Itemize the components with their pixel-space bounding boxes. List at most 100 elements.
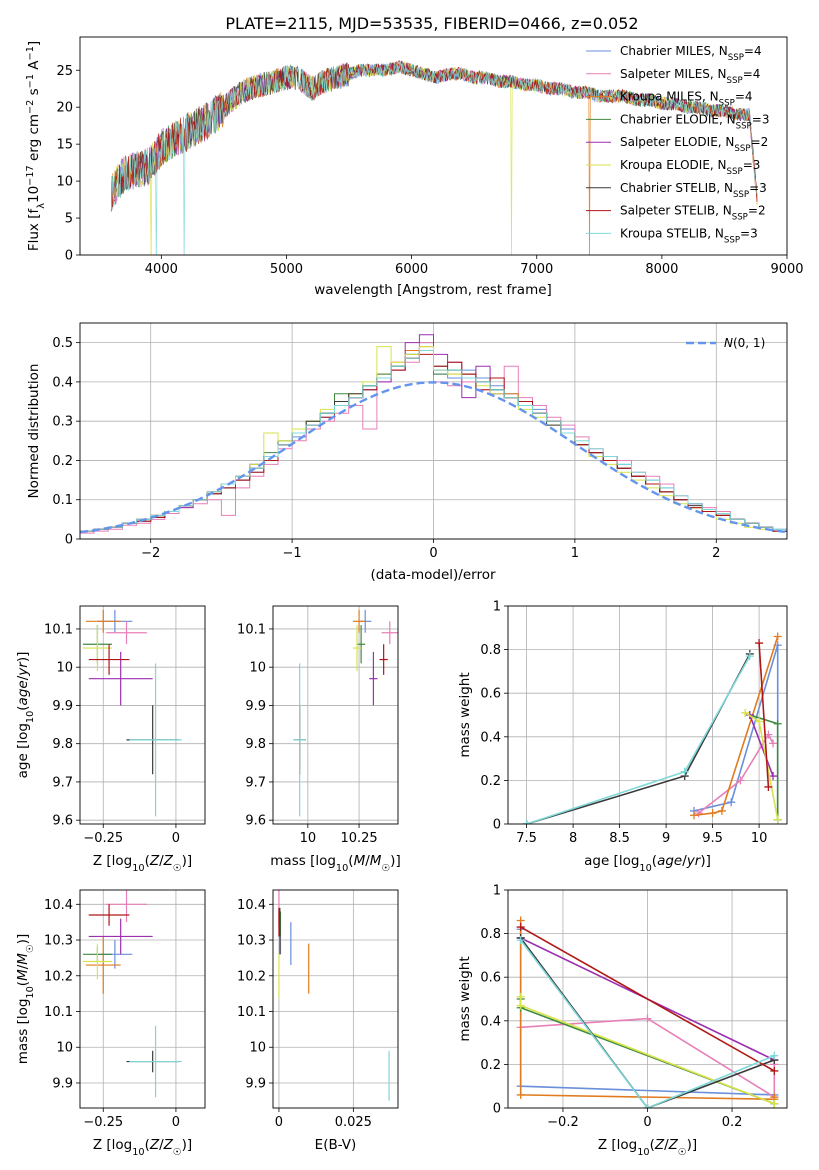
spectrum-ylabel-part: −1 <box>25 74 36 88</box>
weight_vs_Z-xtick-label: 0.2 <box>722 1115 743 1130</box>
spectrum-legend-label-part: Salpeter MILES, N <box>620 67 727 81</box>
normal-legend-label: N(0, 1) <box>724 336 765 350</box>
weight_vs_Z-series-line <box>520 939 775 1108</box>
age_vs_mass-xtick-label: 10.25 <box>340 831 377 846</box>
age_vs_mass-ytick-label: 9.9 <box>245 699 266 714</box>
residuals-ytick-label: 0.4 <box>52 375 73 390</box>
weight_vs_age-point-marker <box>694 809 703 818</box>
weight_vs_age-point-marker <box>736 776 745 785</box>
mass_vs_ebv-frame <box>272 889 399 1109</box>
weight_vs_age-point-marker <box>773 719 782 728</box>
residuals-ytick-label: 0.3 <box>52 415 73 430</box>
weight_vs_age-ytick-label: 0.4 <box>480 730 501 745</box>
weight_vs_age-xtick-label: 7.5 <box>516 831 537 846</box>
spectrum-ylabel-part: λ <box>36 203 47 209</box>
weight_vs_age-point-marker <box>755 717 764 726</box>
spectrum-xtick-label: 7000 <box>520 262 553 277</box>
weight_vs_Z-xlabel-part: )] <box>687 1137 698 1153</box>
mass_vs_ebv-panel: 0 0.025 9.9 10 10.1 10.2 10.3 10.4 E(B-V) <box>237 889 399 1153</box>
weight_vs_Z-point-marker <box>516 1090 525 1099</box>
residuals-frame <box>79 322 788 540</box>
weight_vs_age-xlabel: age [log10(age/yr)] <box>584 853 711 874</box>
weight_vs_age-point-marker <box>741 708 750 717</box>
spectrum-ytick-label: 10 <box>56 175 73 190</box>
residuals-ytick-label: 0.5 <box>52 336 73 351</box>
age_vs_Z-ytick-label: 9.9 <box>52 699 73 714</box>
spectrum-xtick-label: 9000 <box>770 262 803 277</box>
spectrum-series-line <box>110 62 758 255</box>
weight_vs_age-point-marker <box>769 772 778 781</box>
spectrum-legend-label-part: Chabrier MILES, N <box>620 44 728 58</box>
weight_vs_age-point-marker <box>773 815 782 824</box>
age_vs_mass-plot-area <box>293 609 398 817</box>
age_vs_mass-xtick-label: 10 <box>300 831 317 846</box>
residuals-xtick-label: 2 <box>712 546 720 561</box>
mass_vs_Z-ylabel: mass [log10(M/M☉)] <box>15 934 36 1064</box>
mass_vs_Z-ytick-label: 10.1 <box>44 1005 73 1020</box>
mass_vs_ebv-ytick-label: 9.9 <box>245 1076 266 1091</box>
spectrum-legend-label-part: =2 <box>751 135 769 149</box>
weight_vs_age-point-marker <box>727 798 736 807</box>
age_vs_Z-ytick-label: 9.8 <box>52 737 73 752</box>
residuals-xtick-label: 1 <box>571 546 579 561</box>
weight_vs_Z-ytick-label: 1 <box>493 884 501 899</box>
weight_vs_age-xtick-label: 8 <box>569 831 577 846</box>
mass_vs_ebv-ytick-label: 10.1 <box>237 1005 266 1020</box>
weight_vs_age-point-marker <box>717 806 726 815</box>
spectrum-legend-label-part: SSP <box>724 235 740 245</box>
mass_vs_Z-plot-area <box>82 890 182 1098</box>
age_vs_Z-xlabel-part: )] <box>182 853 193 869</box>
spectrum-legend-label-part: Kroupa STELIB, N <box>620 226 724 240</box>
mass_vs_Z-ytick-label: 10.2 <box>44 969 73 984</box>
weight_vs_age-point-marker <box>522 820 531 824</box>
age_vs_Z-xlabel-part: Z [log <box>93 853 132 869</box>
age_vs_Z-xlabel-part: Z <box>163 853 174 869</box>
residuals-ytick-label: 0.2 <box>52 454 73 469</box>
weight_vs_age-xtick-label: 9.5 <box>702 831 723 846</box>
mass_vs_ebv-xtick-label: 0 <box>275 1115 283 1130</box>
weight_vs_Z-point-marker <box>516 923 525 932</box>
weight_vs_age-xlabel-part: age <box>657 853 682 869</box>
mass_vs_ebv-ytick-label: 10.2 <box>237 969 266 984</box>
age_vs_mass-xlabel-part: M <box>354 853 366 869</box>
mass_vs_ebv-ytick-label: 10.4 <box>237 898 266 913</box>
weight_vs_Z-xlabel-part: ( <box>650 1137 655 1153</box>
spectrum-ytick-label: 25 <box>56 64 73 79</box>
age_vs_mass-xlabel-part: 10 <box>336 863 348 874</box>
spectrum-ylabel-part: −2 <box>25 100 36 114</box>
age_vs_mass-xlabel: mass [log10(M/M☉)] <box>270 853 400 874</box>
age_vs_Z-xlabel-part: / <box>159 853 164 869</box>
weight_vs_Z-point-marker <box>516 1001 525 1010</box>
age_vs_mass-xlabel-part: / <box>365 853 370 869</box>
mass_vs_Z-xtick-label: 0 <box>172 1115 180 1130</box>
mass_vs_ebv-ytick-label: 10 <box>249 1041 266 1056</box>
residuals-panel: −2 −1 0 1 2 0 0.1 0.2 0.3 0.4 0.5 N(0, 1) (data-mode… <box>26 322 788 583</box>
weight_vs_age-xlabel-part: / <box>682 853 687 869</box>
weight_vs_Z-point-marker <box>770 1051 779 1060</box>
mass_vs_Z-ylabel-part: M <box>15 953 31 965</box>
weight_vs_Z-xlabel-part: Z <box>668 1137 679 1153</box>
age_vs_Z-xlabel-part: ( <box>145 853 150 869</box>
mass_vs_ebv-ytick-label: 10.3 <box>237 934 266 949</box>
weight_vs_Z-xtick-label: −0.2 <box>547 1115 579 1130</box>
weight_vs_age-point-marker <box>680 767 689 776</box>
weight_vs_age-point-marker <box>764 782 773 791</box>
spectrum-legend-label-part: =3 <box>752 112 770 126</box>
mass_vs_Z-ylabel-part: 10 <box>25 986 36 998</box>
normal-curve-line <box>80 381 787 534</box>
weight_vs_age-xtick-label: 8.5 <box>609 831 630 846</box>
weight_vs_age-ytick-label: 0.2 <box>480 774 501 789</box>
weight_vs_age-point-marker <box>745 652 754 661</box>
weight_vs_age-ytick-label: 0.8 <box>480 643 501 658</box>
age_vs_Z-ylabel-part: age [log <box>15 723 31 778</box>
mass_vs_ebv-xlabel: E(B-V) <box>315 1137 357 1153</box>
weight_vs_age-xlabel-part: ( <box>652 853 657 869</box>
spectrum-legend-label-part: Salpeter ELODIE, N <box>620 135 734 149</box>
age_vs_Z-plot-area <box>82 609 182 817</box>
age_vs_Z-xlabel-part: 10 <box>132 863 144 874</box>
spectrum-legend-label-part: SSP <box>727 167 743 177</box>
